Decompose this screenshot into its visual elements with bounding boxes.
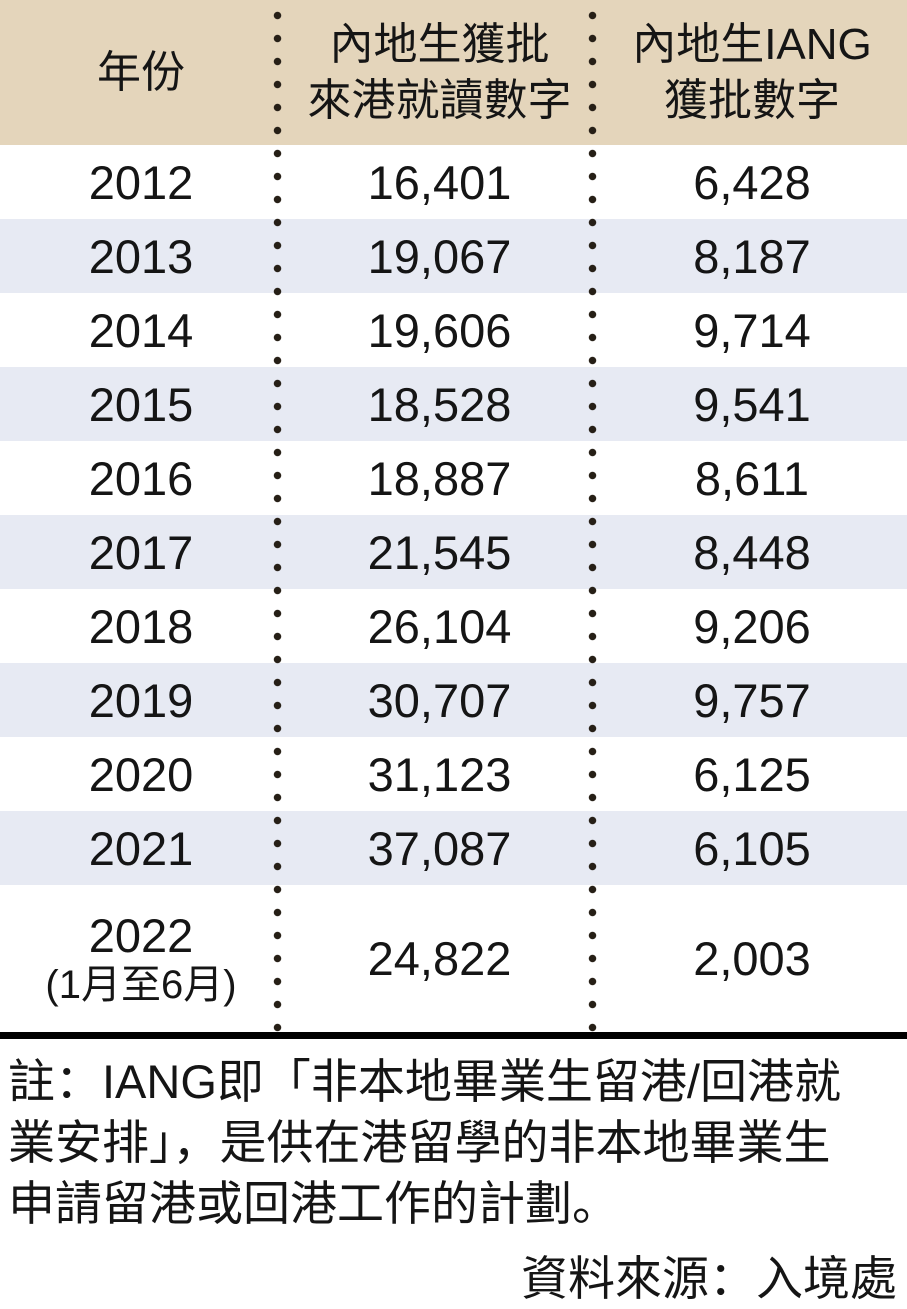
year-cell: 2019 [88,673,194,727]
table-header-row: 年份 內地生獲批 來港就讀數字 內地生IANG 獲批數字 [0,0,907,145]
iang-approvals-cell: 8,611 [694,451,810,505]
footnote: 註：IANG即「非本地畢業生留港/回港就 業安排」，是供在港留學的非本地畢業生 … [0,1039,907,1234]
year-label: 2022 [88,908,194,962]
table-row-2020: 2020 31,123 6,125 [0,737,907,811]
column-header-iang-approvals: 內地生IANG 獲批數字 [597,17,907,129]
year-cell: 2020 [88,747,194,801]
study-approvals-cell: 19,606 [367,303,512,357]
iang-approvals-cell: 9,541 [693,377,811,431]
study-approvals-cell: 26,104 [367,599,512,653]
study-approvals-cell: 21,545 [367,525,512,579]
study-approvals-cell: 18,528 [367,377,512,431]
column-header-study-line1: 內地生獲批 [329,19,550,69]
table-row-2015: 2015 18,528 9,541 [0,367,907,441]
iang-approvals-cell: 9,206 [693,599,811,653]
study-approvals-cell: 31,123 [367,747,512,801]
study-approvals-cell: 37,087 [367,821,512,875]
iang-approvals-cell: 9,714 [693,303,811,357]
footnote-line: 申請留港或回港工作的計劃。 [8,1177,619,1230]
iang-approvals-cell: 2,003 [693,932,811,985]
table-row-2013: 2013 19,067 8,187 [0,219,907,293]
year-cell: 2018 [88,599,194,653]
study-approvals-cell: 16,401 [367,155,512,209]
table-row-2014: 2014 19,606 9,714 [0,293,907,367]
footnote-line: 業安排」，是供在港留學的非本地畢業生 [8,1116,831,1169]
iang-approvals-cell: 8,187 [693,229,811,283]
iang-approvals-cell: 6,428 [693,155,811,209]
table-row-2017: 2017 21,545 8,448 [0,515,907,589]
study-approvals-cell: 24,822 [367,932,512,985]
table-row-2016: 2016 18,887 8,611 [0,441,907,515]
study-approvals-cell: 18,887 [367,451,512,505]
year-cell: 2013 [88,229,194,283]
table-row-2018: 2018 26,104 9,206 [0,589,907,663]
year-cell: 2022 (1月至6月) [0,908,282,1008]
year-cell: 2017 [88,525,194,579]
iang-approvals-cell: 8,448 [693,525,811,579]
table-row-2021: 2021 37,087 6,105 [0,811,907,885]
year-cell: 2021 [88,821,194,875]
column-header-iang-line2: 獲批數字 [664,75,840,125]
table-row-2022: 2022 (1月至6月) 24,822 2,003 [0,885,907,1032]
statistics-table: 年份 內地生獲批 來港就讀數字 內地生IANG 獲批數字 2012 16,401… [0,0,907,1039]
year-cell: 2015 [88,377,194,431]
year-cell: 2016 [88,451,194,505]
source-credit: 資料來源：入境處 [521,1252,897,1305]
year-cell: 2014 [88,303,194,357]
iang-approvals-cell: 6,125 [693,747,811,801]
column-header-study-approvals: 內地生獲批 來港就讀數字 [282,17,597,129]
study-approvals-cell: 19,067 [367,229,512,283]
footnote-line: 註：IANG即「非本地畢業生留港/回港就 [8,1055,841,1108]
table-row-2012: 2012 16,401 6,428 [0,145,907,219]
year-period-note: (1月至6月) [45,962,237,1007]
year-cell: 2012 [88,155,194,209]
iang-approvals-cell: 9,757 [693,673,811,727]
iang-approvals-cell: 6,105 [693,821,811,875]
column-header-year: 年份 [97,47,185,97]
study-approvals-cell: 30,707 [367,673,512,727]
column-header-iang-line1: 內地生IANG [632,19,872,69]
column-header-study-line2: 來港就讀數字 [307,75,572,125]
table-row-2019: 2019 30,707 9,757 [0,663,907,737]
